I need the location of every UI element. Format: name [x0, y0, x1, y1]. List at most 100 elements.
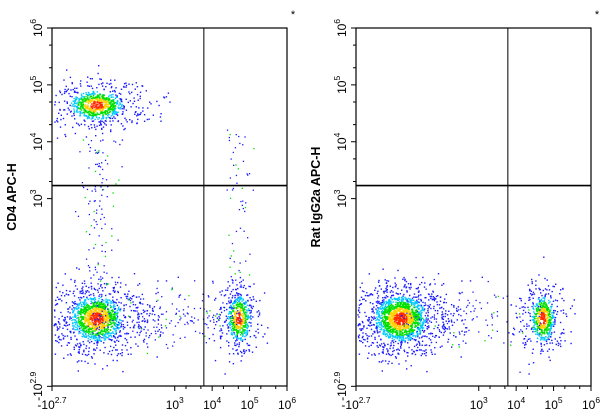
event-dot	[238, 304, 240, 306]
event-dot	[79, 324, 82, 327]
event-dot	[54, 104, 56, 106]
event-dot	[442, 325, 444, 327]
event-dot	[57, 328, 59, 330]
event-dot	[65, 302, 68, 304]
event-dot	[250, 325, 252, 327]
event-dot	[79, 328, 81, 330]
event-dot	[79, 303, 81, 305]
event-dot	[91, 310, 93, 312]
event-dot	[229, 324, 231, 326]
event-dot	[76, 343, 79, 345]
event-dot	[108, 312, 111, 314]
event-dot	[94, 113, 96, 115]
event-dot	[221, 335, 223, 337]
event-dot	[127, 353, 129, 355]
event-dot	[101, 318, 104, 320]
event-dot	[95, 309, 97, 311]
event-dot	[408, 312, 411, 314]
event-dot	[437, 273, 440, 275]
event-dot	[117, 290, 119, 293]
event-dot	[116, 96, 118, 98]
event-dot	[89, 297, 92, 300]
event-dot	[79, 299, 81, 301]
event-dot	[113, 346, 115, 349]
event-dot	[249, 297, 251, 299]
event-dot	[223, 295, 226, 297]
event-dot	[389, 307, 391, 309]
event-dot	[389, 327, 392, 329]
event-dot	[85, 98, 87, 100]
event-dot	[113, 335, 115, 337]
event-dot	[88, 102, 90, 104]
event-dot	[213, 314, 215, 316]
event-dot	[380, 322, 382, 324]
event-dot	[117, 324, 119, 326]
event-dot	[128, 83, 130, 85]
event-dot	[88, 107, 90, 110]
event-dot	[156, 287, 158, 290]
event-dot	[400, 313, 402, 315]
event-dot	[110, 115, 112, 117]
event-dot	[389, 331, 391, 333]
event-dot	[377, 312, 380, 314]
tick-base: -10	[37, 398, 55, 412]
event-dot	[441, 284, 443, 286]
event-dot	[152, 310, 154, 312]
event-dot	[86, 108, 88, 110]
event-dot	[240, 314, 243, 316]
event-dot	[108, 98, 111, 100]
event-dot	[78, 108, 80, 110]
event-dot	[92, 120, 95, 122]
event-dot	[117, 312, 119, 314]
event-dot	[111, 117, 114, 120]
event-dot	[112, 96, 114, 98]
event-dot	[247, 308, 250, 310]
event-dot	[439, 296, 442, 298]
event-dot	[103, 271, 105, 273]
event-dot	[244, 306, 246, 308]
event-dot	[218, 319, 220, 322]
event-dot	[112, 299, 114, 301]
event-dot	[406, 317, 408, 320]
event-dot	[186, 321, 188, 323]
event-dot	[417, 317, 419, 319]
event-dot	[434, 353, 436, 355]
event-dot	[411, 318, 413, 320]
event-dot	[96, 344, 98, 346]
event-dot	[383, 324, 386, 327]
event-dot	[382, 330, 385, 332]
event-dot	[116, 327, 119, 329]
event-dot	[392, 350, 394, 353]
event-dot	[111, 103, 114, 105]
event-dot	[417, 286, 419, 289]
event-dot	[388, 329, 390, 332]
event-dot	[81, 312, 83, 314]
event-dot	[137, 316, 139, 318]
event-dot	[411, 328, 413, 331]
event-dot	[113, 89, 116, 92]
event-dot	[250, 306, 253, 308]
event-dot	[393, 318, 395, 320]
event-dot	[136, 122, 138, 124]
event-dot	[86, 296, 88, 298]
event-dot	[99, 166, 102, 168]
event-dot	[419, 328, 421, 330]
event-dot	[103, 283, 106, 285]
event-dot	[113, 105, 115, 108]
event-dot	[245, 330, 247, 332]
event-dot	[103, 116, 105, 118]
event-dot	[407, 283, 410, 285]
event-dot	[398, 298, 401, 301]
event-dot	[399, 327, 401, 329]
event-dot	[98, 117, 100, 119]
event-dot	[85, 311, 87, 313]
event-dot	[124, 333, 126, 335]
event-dot	[85, 335, 88, 337]
event-dot	[244, 329, 246, 331]
event-dot	[70, 338, 72, 340]
event-dot	[90, 323, 92, 325]
event-dot	[83, 331, 85, 334]
event-dot	[383, 316, 386, 318]
event-dot	[160, 324, 162, 326]
event-dot	[86, 330, 88, 332]
